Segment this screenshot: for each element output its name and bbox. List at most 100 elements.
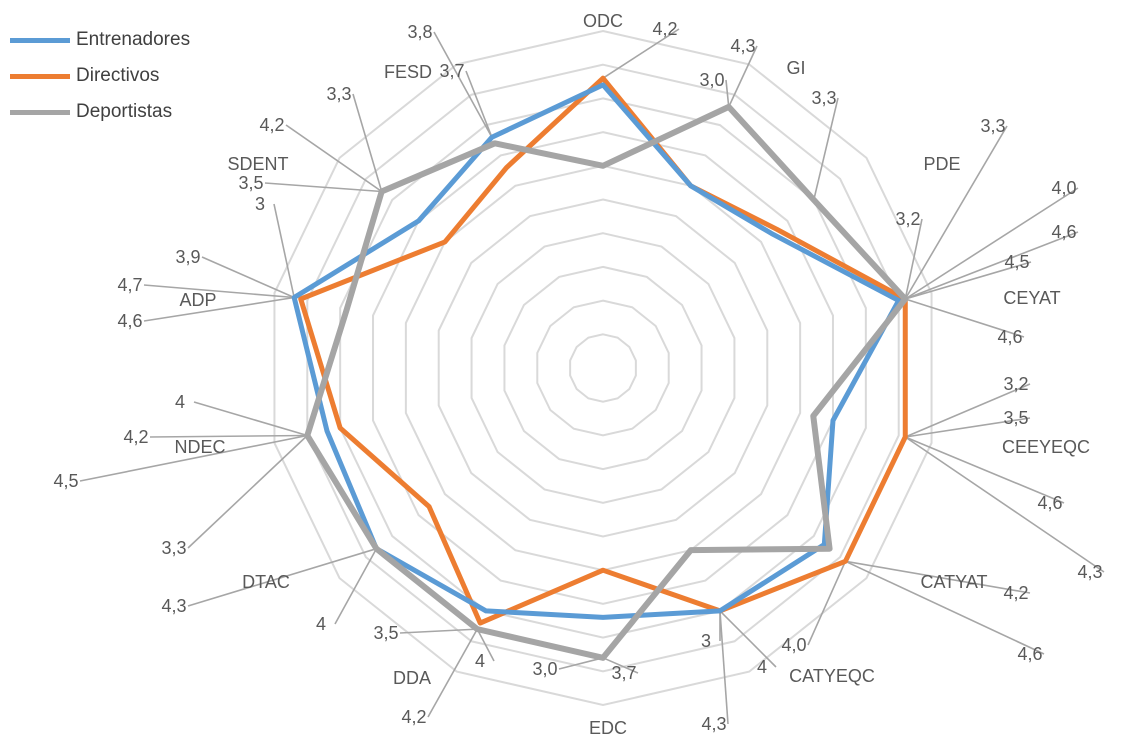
value-label: 4,2 bbox=[652, 19, 677, 39]
grid-ring bbox=[339, 97, 867, 639]
axis-label-sdent: SDENT bbox=[227, 154, 288, 174]
leader-line bbox=[602, 28, 680, 79]
legend: Entrenadores Directivos Deportistas bbox=[10, 22, 190, 130]
axis-label-catyat: CATYAT bbox=[921, 572, 988, 592]
value-label: 4,3 bbox=[701, 714, 726, 734]
axis-label-dtac: DTAC bbox=[242, 572, 290, 592]
leader-line bbox=[602, 657, 639, 674]
series-entrenadores bbox=[291, 82, 902, 620]
value-label: 4,2 bbox=[123, 427, 148, 447]
leader-line bbox=[904, 231, 1079, 300]
grid-ring bbox=[503, 265, 703, 471]
legend-item-directivos: Directivos bbox=[10, 58, 190, 94]
axis-label-adp: ADP bbox=[179, 290, 216, 310]
leader-line bbox=[813, 97, 839, 201]
value-label: 3,8 bbox=[407, 22, 432, 42]
axis-label-ndec: NDEC bbox=[174, 437, 225, 457]
legend-swatch bbox=[10, 37, 70, 43]
leader-line bbox=[719, 610, 729, 725]
value-label: 3,7 bbox=[439, 61, 464, 81]
radar-grid bbox=[273, 29, 933, 707]
value-label: 3 bbox=[701, 631, 711, 651]
leader-line bbox=[719, 610, 777, 668]
value-label: 3,2 bbox=[895, 209, 920, 229]
value-labels: 4,2 4,3 3,0 3,3 3,3 4,0 3,2 4,6 4,5 4,6 3,2 3,5 4,6 4… bbox=[53, 19, 1102, 734]
legend-label: Deportistas bbox=[76, 101, 173, 122]
leader-line bbox=[193, 401, 308, 437]
value-label: 4,0 bbox=[1051, 178, 1076, 198]
value-label: 3,3 bbox=[326, 84, 351, 104]
axis-label-ceeyeqc: CEEYEQC bbox=[1002, 437, 1090, 457]
value-label: 4 bbox=[757, 657, 767, 677]
axis-label-catyeqc: CATYEQC bbox=[789, 666, 875, 686]
radar-series bbox=[291, 75, 909, 661]
grid-ring bbox=[404, 164, 802, 572]
leader-line bbox=[905, 298, 1025, 338]
leader-line bbox=[143, 284, 295, 299]
value-label: 4,2 bbox=[401, 707, 426, 727]
value-label: 4 bbox=[175, 392, 185, 412]
leader-line bbox=[905, 417, 1031, 438]
leader-line bbox=[845, 560, 1045, 655]
legend-label: Directivos bbox=[76, 65, 160, 86]
data-label-leader-lines bbox=[79, 28, 1105, 725]
value-label: 4,6 bbox=[1051, 222, 1076, 242]
leader-line bbox=[399, 628, 478, 634]
value-label: 4,5 bbox=[53, 471, 78, 491]
legend-item-entrenadores: Entrenadores bbox=[10, 22, 190, 58]
value-label: 4,6 bbox=[1017, 644, 1042, 664]
leader-line bbox=[725, 79, 730, 107]
leader-line bbox=[845, 560, 1031, 594]
grid-ring bbox=[536, 299, 670, 437]
grid-ring bbox=[437, 198, 769, 538]
value-label: 4 bbox=[316, 614, 326, 634]
legend-item-deportistas: Deportistas bbox=[10, 94, 190, 130]
axis-label-gi: GI bbox=[786, 58, 805, 78]
value-label: 4,0 bbox=[781, 635, 806, 655]
value-label: 4,6 bbox=[997, 327, 1022, 347]
leader-line bbox=[558, 657, 604, 670]
value-label: 3,5 bbox=[373, 623, 398, 643]
grid-ring bbox=[273, 29, 933, 707]
value-label: 4,3 bbox=[1077, 562, 1102, 582]
grid-ring bbox=[569, 333, 637, 403]
leader-line bbox=[352, 93, 383, 192]
series-directivos bbox=[298, 75, 908, 626]
leader-line bbox=[904, 383, 1031, 438]
value-label: 3 bbox=[255, 194, 265, 214]
leader-line bbox=[807, 560, 847, 646]
leader-line bbox=[201, 256, 295, 299]
axis-label-fesd: FESD bbox=[384, 62, 432, 82]
legend-label: Entrenadores bbox=[76, 29, 191, 50]
value-label: 4,6 bbox=[1037, 493, 1062, 513]
leader-line bbox=[187, 547, 377, 607]
leader-line bbox=[264, 182, 382, 193]
leader-line bbox=[904, 187, 1079, 300]
leader-line bbox=[79, 434, 308, 482]
axis-label-dda: DDA bbox=[393, 668, 431, 688]
leader-line bbox=[433, 31, 493, 138]
value-label: 3,3 bbox=[161, 538, 186, 558]
leader-line bbox=[904, 218, 923, 300]
value-label: 3,2 bbox=[1003, 374, 1028, 394]
leader-line bbox=[149, 434, 308, 438]
value-label: 3,0 bbox=[699, 70, 724, 90]
value-label: 3,3 bbox=[811, 88, 836, 108]
value-label: 3,9 bbox=[175, 247, 200, 267]
value-label: 3,7 bbox=[611, 663, 636, 683]
value-label: 3,0 bbox=[532, 659, 557, 679]
value-label: 3,5 bbox=[238, 173, 263, 193]
leader-line bbox=[465, 70, 493, 138]
leader-line bbox=[904, 436, 1105, 573]
axis-labels: ODC GI PDE CEYAT CEEYEQC CATYAT CATYEQC EDC DDA D… bbox=[174, 11, 1090, 738]
legend-swatch bbox=[10, 73, 70, 79]
value-label: 3,3 bbox=[980, 116, 1005, 136]
grid-ring bbox=[306, 63, 900, 673]
leader-line bbox=[273, 203, 295, 298]
leader-line bbox=[143, 296, 295, 322]
value-label: 4,5 bbox=[1004, 252, 1029, 272]
leader-line bbox=[728, 45, 758, 108]
value-label: 4,6 bbox=[117, 311, 142, 331]
series-deportistas bbox=[304, 103, 909, 661]
